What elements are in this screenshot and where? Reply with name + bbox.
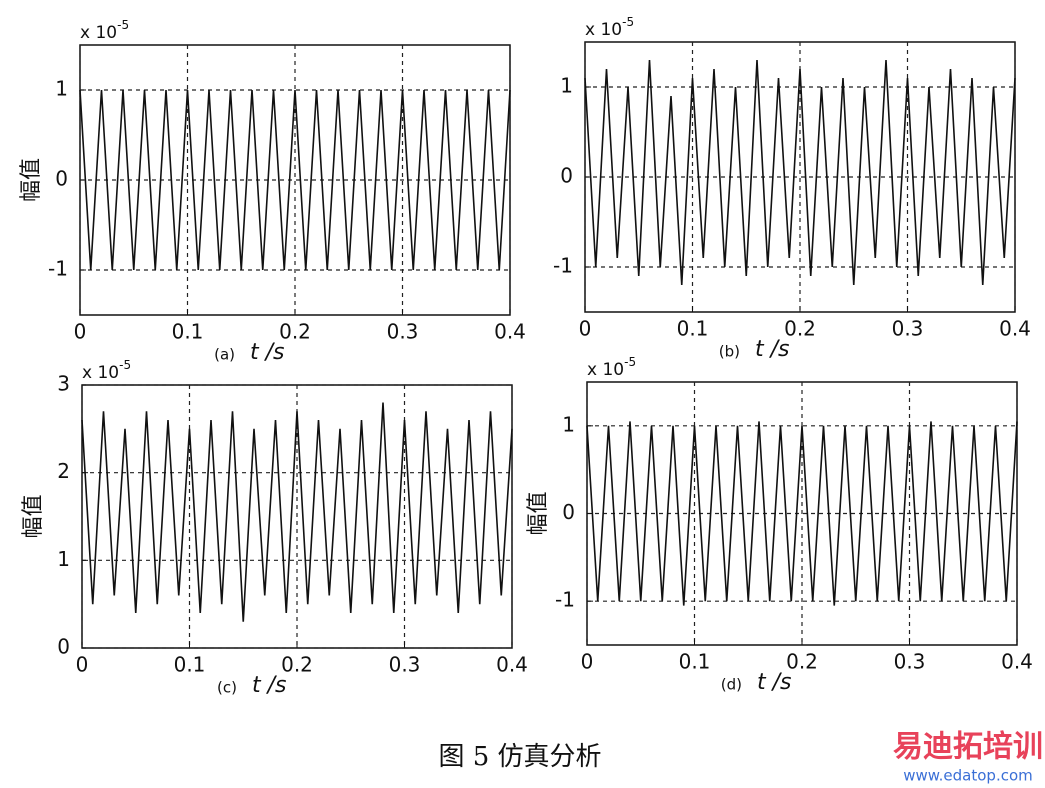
signal-line: [586, 421, 1018, 606]
y-tick-label: 2: [57, 459, 70, 483]
x-axis-label: t /s: [250, 340, 285, 365]
watermark-url: www.edatop.com: [903, 767, 1033, 785]
multiplier-exponent: -5: [119, 358, 131, 372]
x-tick-label: 0.2: [786, 650, 818, 674]
x-tick-label: 0.1: [174, 653, 206, 677]
x-tick-label: 0.3: [387, 320, 419, 344]
x-tick-label: 0.4: [999, 317, 1031, 341]
y-tick-label: 0: [560, 164, 573, 188]
multiplier: x 10-5: [585, 15, 634, 41]
x-axis-label: t /s: [755, 337, 790, 362]
x-tick-label: 0.2: [279, 320, 311, 344]
y-tick-label: 1: [57, 547, 70, 571]
x-tick-label: 0.2: [281, 653, 313, 677]
x-tick-label: 0: [581, 650, 594, 674]
y-tick-label: -1: [48, 257, 68, 281]
panel-tag: (c): [217, 679, 237, 697]
y-tick-label: 1: [55, 77, 68, 101]
multiplier-exponent: -5: [624, 355, 636, 369]
x-tick-label: 0.1: [677, 317, 709, 341]
x-tick-label: 0.4: [496, 653, 528, 677]
x-tick-label: 0.4: [494, 320, 526, 344]
multiplier-exponent: -5: [622, 15, 634, 29]
multiplier-base: x 10: [82, 363, 119, 383]
y-tick-label: 1: [560, 74, 573, 98]
x-tick-label: 0.4: [1001, 650, 1033, 674]
y-axis-label: 幅值: [21, 494, 46, 538]
multiplier-base: x 10: [80, 23, 117, 43]
y-tick-label: 0: [57, 635, 70, 659]
signal-line: [81, 402, 513, 622]
multiplier: x 10-5: [587, 355, 636, 381]
y-axis-label: 幅值: [19, 158, 44, 202]
y-tick-label: 0: [55, 167, 68, 191]
signal-line: [79, 89, 511, 271]
x-tick-label: 0.3: [892, 317, 924, 341]
x-tick-label: 0.1: [679, 650, 711, 674]
y-axis-label: 幅值: [526, 491, 551, 535]
panel-tag: (b): [719, 343, 740, 361]
signal-line: [584, 59, 1016, 286]
x-tick-label: 0.1: [172, 320, 204, 344]
panel-tag: (d): [721, 676, 742, 694]
multiplier-exponent: -5: [117, 18, 129, 32]
y-tick-label: 0: [562, 500, 575, 524]
x-tick-label: 0: [76, 653, 89, 677]
x-tick-label: 0: [579, 317, 592, 341]
y-tick-label: 1: [562, 412, 575, 436]
x-tick-label: 0.2: [784, 317, 816, 341]
multiplier: x 10-5: [80, 18, 129, 44]
panel-tag: (a): [214, 346, 235, 364]
caption: 图 5 仿真分析: [438, 742, 601, 772]
multiplier: x 10-5: [82, 358, 131, 384]
y-tick-label: 3: [57, 372, 70, 396]
multiplier-base: x 10: [587, 360, 624, 380]
x-tick-label: 0.3: [389, 653, 421, 677]
x-axis-label: t /s: [757, 670, 792, 695]
x-tick-label: 0.3: [894, 650, 926, 674]
x-tick-label: 0: [74, 320, 87, 344]
y-tick-label: -1: [553, 254, 573, 278]
x-axis-label: t /s: [252, 673, 287, 698]
multiplier-base: x 10: [585, 20, 622, 40]
y-tick-label: -1: [555, 588, 575, 612]
watermark-title: 易迪拓培训: [893, 730, 1043, 765]
